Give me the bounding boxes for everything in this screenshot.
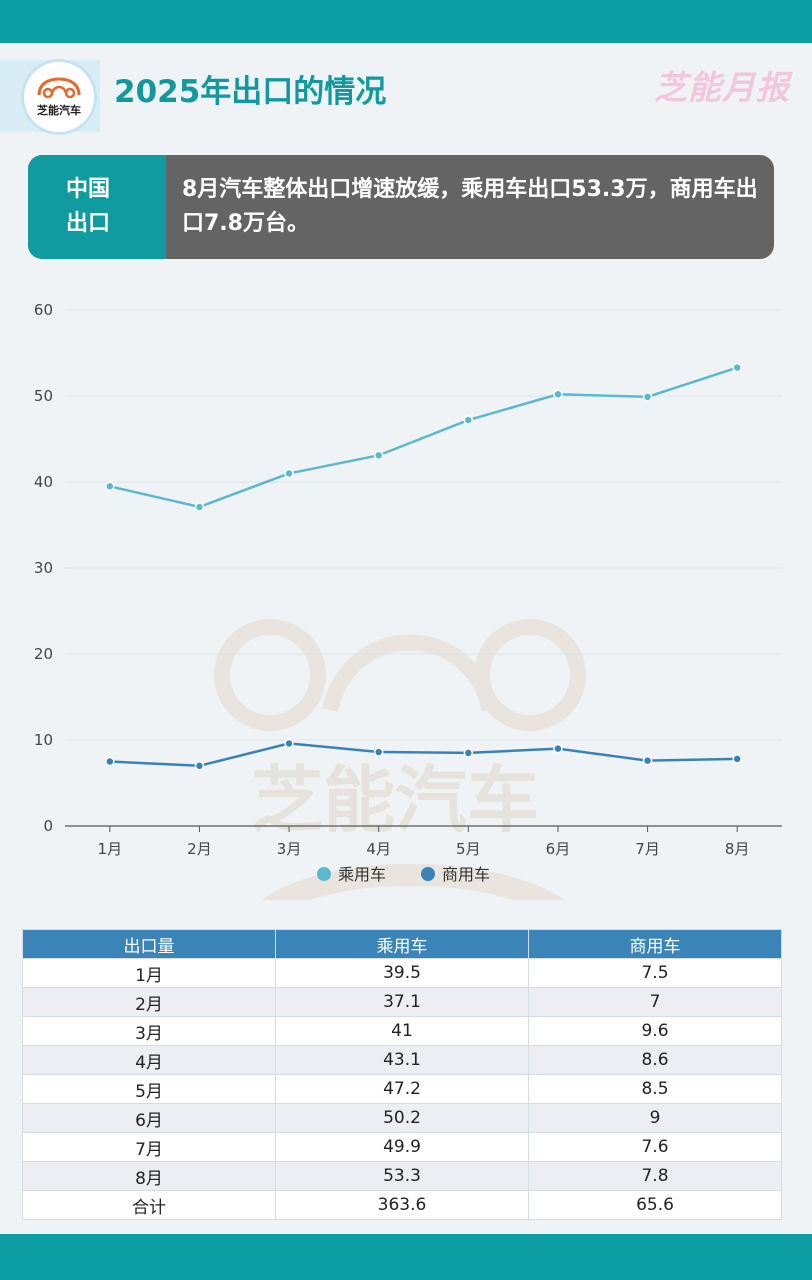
table-cell: 7月 [22, 1132, 276, 1162]
data-point [194, 502, 205, 512]
data-point [105, 756, 115, 767]
data-point [284, 468, 294, 479]
table-cell: 363.6 [275, 1190, 529, 1220]
watermark-shape [214, 619, 326, 731]
table-header-cell: 商用车 [528, 929, 782, 959]
summary-banner: 中国出口 8月汽车整体出口增速放缓，乘用车出口53.3万，商用车出口7.8万台。 [28, 155, 774, 259]
banner-tag: 中国出口 [66, 177, 111, 236]
x-tick-label: 5月 [456, 840, 481, 858]
table-cell: 5月 [22, 1074, 276, 1104]
data-point [105, 481, 115, 492]
table-cell: 2月 [22, 987, 276, 1017]
table-body: 1月 39.5 7.5 2月 37.1 7 3月 41 9.6 4月 43.1 8.6 5月 47.2 8.… [22, 958, 782, 1220]
y-tick-label: 0 [43, 817, 53, 835]
data-point [373, 450, 384, 461]
table-row: 合计 363.6 65.6 [22, 1190, 782, 1220]
table-header-row: 出口量 乘用车 商用车 [22, 929, 782, 959]
table-cell: 65.6 [528, 1190, 782, 1220]
data-point [642, 392, 653, 402]
x-tick-label: 2月 [187, 840, 212, 858]
table-row: 8月 53.3 7.8 [22, 1161, 782, 1191]
table-cell: 7.8 [528, 1161, 782, 1191]
table-row: 7月 49.9 7.6 [22, 1132, 782, 1162]
y-tick-label: 40 [34, 473, 53, 491]
table-cell: 8月 [22, 1161, 276, 1191]
table-cell: 9.6 [528, 1016, 782, 1046]
table-header-cell: 出口量 [22, 929, 276, 959]
watermark-shape [261, 863, 565, 900]
legend-label: 乘用车 [338, 865, 386, 884]
y-tick-label: 60 [34, 301, 53, 319]
watermark-shape [322, 634, 498, 713]
y-tick-label: 20 [34, 645, 53, 663]
table-cell: 1月 [22, 958, 276, 988]
car-logo-icon [37, 77, 81, 98]
table-row: 1月 39.5 7.5 [22, 958, 782, 988]
data-point [553, 389, 563, 400]
table-row: 4月 43.1 8.6 [22, 1045, 782, 1075]
table-cell: 39.5 [275, 958, 529, 988]
table-cell: 53.3 [275, 1161, 529, 1191]
table-cell: 41 [275, 1016, 529, 1046]
y-tick-label: 30 [34, 559, 53, 577]
table-cell: 4月 [22, 1045, 276, 1075]
y-tick-label: 10 [34, 731, 53, 749]
legend-marker [421, 867, 435, 881]
table-cell: 7.5 [528, 958, 782, 988]
table-row: 5月 47.2 8.5 [22, 1074, 782, 1104]
data-point [732, 362, 742, 373]
x-tick-label: 1月 [98, 840, 123, 858]
data-point [732, 754, 742, 764]
table-row: 2月 37.1 7 [22, 987, 782, 1017]
table-header-cell: 乘用车 [275, 929, 529, 959]
line-chart: 芝能汽车 0 10 20 30 40 50 60 1月 2月 3月 4月 5月 6月 7月 8月乘用车 商用车 [0, 290, 812, 900]
series-line-1 [109, 366, 738, 509]
bottom-accent-bar [0, 1234, 812, 1280]
x-tick-label: 6月 [546, 840, 571, 858]
data-point [642, 755, 653, 766]
banner-text: 8月汽车整体出口增速放缓，乘用车出口53.3万，商用车出口7.8万台。 [182, 177, 758, 236]
logo: 芝能汽车 [24, 62, 94, 132]
watermark-text: 芝能汽车 [251, 758, 539, 842]
data-point [553, 743, 563, 754]
x-tick-label: 4月 [366, 840, 391, 858]
banner-tag-box [28, 155, 166, 259]
legend-label: 商用车 [442, 865, 490, 884]
legend-marker [317, 867, 331, 881]
table-cell: 3月 [22, 1016, 276, 1046]
page-title: 2025年出口的情况 [114, 74, 387, 110]
table-cell: 7.6 [528, 1132, 782, 1162]
data-point [373, 747, 384, 757]
table-row: 6月 50.2 9 [22, 1103, 782, 1133]
data-point [284, 738, 294, 749]
table-cell: 9 [528, 1103, 782, 1133]
top-accent-bar [0, 0, 812, 43]
table-cell: 43.1 [275, 1045, 529, 1075]
brand-mark: 芝能月报 [654, 68, 790, 107]
x-tick-label: 3月 [277, 840, 302, 858]
data-table: 出口量 乘用车 商用车 1月 39.5 7.5 2月 37.1 7 3月 41 9.6 4月 43.… [22, 929, 782, 1220]
y-tick-label: 50 [34, 387, 53, 405]
logo-text: 芝能汽车 [37, 104, 81, 117]
table-cell: 47.2 [275, 1074, 529, 1104]
x-tick-label: 7月 [635, 840, 660, 858]
table-cell: 37.1 [275, 987, 529, 1017]
table-cell: 8.5 [528, 1074, 782, 1104]
table-cell: 49.9 [275, 1132, 529, 1162]
table-cell: 合计 [22, 1190, 276, 1220]
table-cell: 6月 [22, 1103, 276, 1133]
data-point [463, 415, 474, 425]
table-cell: 8.6 [528, 1045, 782, 1075]
data-point [194, 761, 205, 771]
series-line-2 [109, 742, 738, 768]
x-tick-label: 8月 [725, 840, 750, 858]
table-row: 3月 41 9.6 [22, 1016, 782, 1046]
table-cell: 50.2 [275, 1103, 529, 1133]
data-point [463, 748, 474, 758]
table-cell: 7 [528, 987, 782, 1017]
watermark-shape [474, 619, 586, 731]
